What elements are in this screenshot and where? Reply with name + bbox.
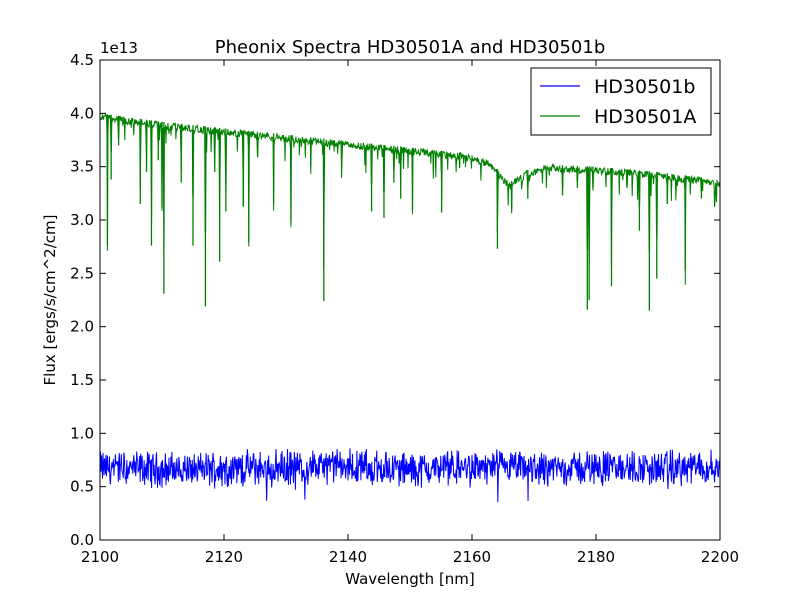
y-tick-label: 2.5 bbox=[70, 264, 94, 282]
legend-frame bbox=[530, 67, 712, 136]
x-tick-label: 2140 bbox=[329, 548, 367, 566]
x-tick-label: 2100 bbox=[81, 548, 119, 566]
x-axis-label: Wavelength [nm] bbox=[345, 570, 475, 588]
y-tick-label: 2.0 bbox=[70, 318, 94, 336]
legend: HD30501b HD30501A bbox=[530, 67, 712, 136]
y-tick-label: 1.5 bbox=[70, 371, 94, 389]
y-offset-label: 1e13 bbox=[100, 39, 138, 57]
x-tick-label: 2160 bbox=[453, 548, 491, 566]
y-tick-label: 0.0 bbox=[70, 531, 94, 549]
y-axis-label: Flux [ergs/s/cm^2/cm] bbox=[41, 215, 59, 386]
x-tick-label: 2180 bbox=[577, 548, 615, 566]
y-axis: 0.0 0.5 1.0 1.5 2.0 2.5 3.0 3.5 4.0 4.5 bbox=[70, 51, 720, 549]
series-layer bbox=[100, 112, 720, 503]
x-tick-label: 2200 bbox=[701, 548, 739, 566]
y-tick-label: 3.0 bbox=[70, 211, 94, 229]
x-axis: 2100 2120 2140 2160 2180 2200 bbox=[81, 60, 739, 566]
y-tick-label: 3.5 bbox=[70, 158, 94, 176]
x-tick-label: 2120 bbox=[205, 548, 243, 566]
chart-title: Pheonix Spectra HD30501A and HD30501b bbox=[215, 37, 606, 58]
y-tick-label: 0.5 bbox=[70, 478, 94, 496]
series-line-hd30501a bbox=[100, 112, 720, 285]
y-tick-label: 1.0 bbox=[70, 424, 94, 442]
y-tick-label: 4.0 bbox=[70, 104, 94, 122]
series-line-hd30501b bbox=[100, 448, 720, 503]
legend-label-hd30501a: HD30501A bbox=[594, 106, 696, 128]
legend-label-hd30501b: HD30501b bbox=[594, 76, 695, 98]
y-tick-label: 4.5 bbox=[70, 51, 94, 69]
plot-area-frame bbox=[99, 59, 721, 541]
